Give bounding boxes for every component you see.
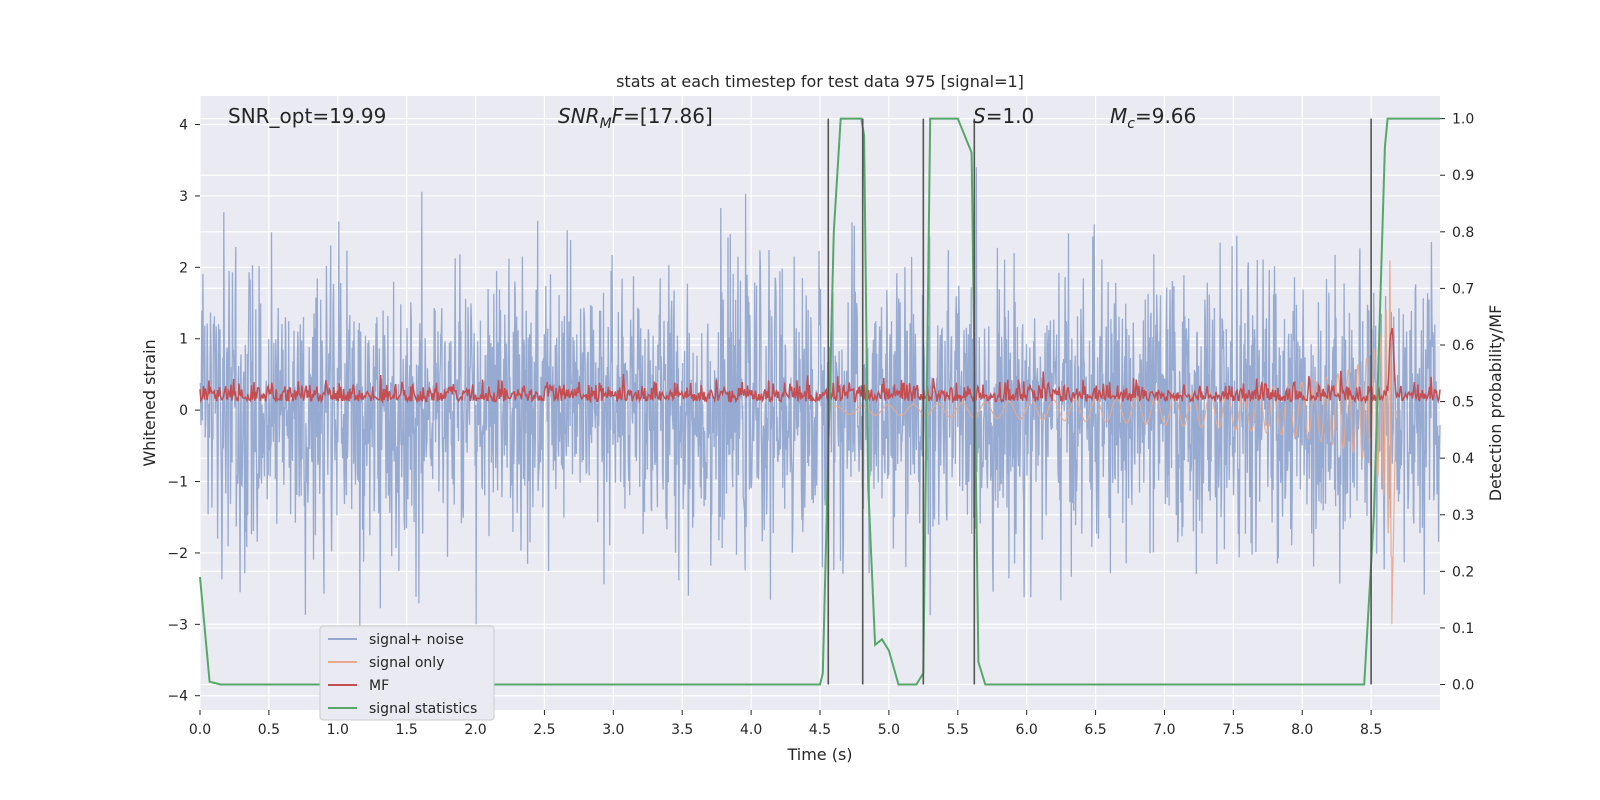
y-tick-label: −3: [167, 617, 188, 633]
legend: signal+ noise signal only MF signal stat…: [319, 625, 495, 721]
vertical-lines: [827, 118, 1372, 685]
y2-axis-title: Detection probability/MF: [1486, 305, 1505, 502]
x-tick-label: 6.0: [1016, 722, 1038, 738]
annotation-mc: Mc=9.66: [1110, 104, 1196, 132]
y-tick-label: −2: [167, 546, 188, 562]
y-axis-ticks: −4 −3 −2 −1 0 1 2 3 4: [167, 118, 200, 705]
x-tick-label: 3.5: [671, 722, 693, 738]
y-tick-label: 3: [179, 189, 188, 205]
legend-label-signal-statistics: signal statistics: [369, 701, 477, 717]
x-axis-ticks: 0.0 0.5 1.0 1.5 2.0 2.5 3.0 3.5 4.0 4.5 5.0 5.5 6.0 6…: [189, 710, 1382, 738]
series-signal-noise: [199, 167, 1441, 629]
y-tick-label: −4: [167, 689, 188, 705]
y2-tick-label: 0.6: [1452, 338, 1474, 354]
y-tick-label: 1: [179, 332, 188, 348]
y2-tick-label: 0.5: [1452, 395, 1474, 411]
series-layer: [199, 117, 1441, 686]
x-tick-label: 1.5: [396, 722, 418, 738]
y-tick-label: 4: [179, 118, 188, 134]
x-tick-label: 7.5: [1222, 722, 1244, 738]
y2-axis-ticks: 0.0 0.1 0.2 0.3 0.4 0.5 0.6 0.7 0.8 0.9 1.0: [1440, 112, 1474, 694]
x-tick-label: 4.5: [809, 722, 831, 738]
x-tick-label: 0.5: [258, 722, 280, 738]
series-signal-statistics: [199, 117, 1440, 686]
y2-tick-label: 0.2: [1452, 564, 1474, 580]
y-axis-title: Whitened strain: [140, 339, 159, 466]
grid: [199, 96, 1440, 710]
x-tick-label: 3.0: [602, 722, 624, 738]
legend-label-mf: MF: [369, 678, 389, 694]
y2-tick-label: 0.0: [1452, 678, 1474, 694]
series-mf: [199, 327, 1441, 405]
y2-tick-label: 1.0: [1452, 112, 1474, 128]
annotation-snr-opt: SNR_opt=19.99: [228, 104, 386, 128]
y2-tick-label: 0.9: [1452, 168, 1474, 184]
legend-label-signal-noise: signal+ noise: [369, 632, 464, 648]
y2-tick-label: 0.4: [1452, 451, 1474, 467]
x-tick-label: 2.5: [533, 722, 555, 738]
annotation-s: S=1.0: [973, 104, 1034, 128]
x-tick-label: 0.0: [189, 722, 211, 738]
x-tick-label: 8.5: [1360, 722, 1382, 738]
x-tick-label: 5.0: [878, 722, 900, 738]
y-tick-label: −1: [167, 475, 188, 491]
y2-tick-label: 0.3: [1452, 508, 1474, 524]
chart-title: stats at each timestep for test data 975…: [616, 72, 1024, 91]
y-tick-label: 2: [179, 260, 188, 276]
legend-box: [319, 625, 495, 721]
y-tick-label: 0: [179, 403, 188, 419]
y2-tick-label: 0.8: [1452, 225, 1474, 241]
x-tick-label: 4.0: [740, 722, 762, 738]
x-tick-label: 6.5: [1084, 722, 1106, 738]
x-tick-label: 8.0: [1291, 722, 1313, 738]
y2-tick-label: 0.7: [1452, 281, 1474, 297]
x-tick-label: 5.5: [947, 722, 969, 738]
x-tick-label: 7.0: [1153, 722, 1175, 738]
legend-label-signal-only: signal only: [369, 655, 444, 671]
annotation-snr-mf: SNRMF=[17.86]: [558, 104, 713, 132]
y2-tick-label: 0.1: [1452, 621, 1474, 637]
x-tick-label: 1.0: [327, 722, 349, 738]
x-tick-label: 2.0: [464, 722, 486, 738]
x-axis-title: Time (s): [786, 745, 852, 764]
